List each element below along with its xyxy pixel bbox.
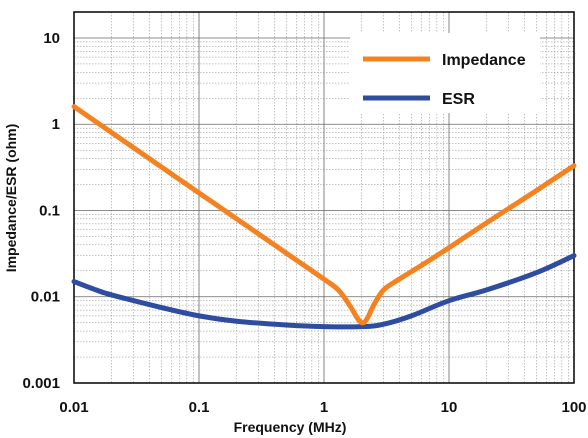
x-tick-label: 0.1	[189, 399, 210, 416]
x-tick-label: 1	[320, 399, 328, 416]
x-tick-label: 0.01	[59, 399, 88, 416]
x-tick-label: 10	[441, 399, 458, 416]
series-line-impedance	[71, 104, 577, 326]
x-axis-title: Frequency (MHz)	[234, 419, 347, 435]
legend: Impedance ESR	[363, 52, 526, 108]
legend-label-esr: ESR	[442, 91, 475, 108]
series-lines	[71, 104, 577, 330]
x-tick-label: 100	[561, 399, 586, 416]
y-tick-label: 10	[43, 30, 60, 47]
y-tick-label: 1	[52, 116, 60, 133]
y-tick-label: 0.01	[31, 289, 60, 306]
x-tick-labels: 0.01 0.1 1 10 100	[59, 399, 586, 416]
y-tick-label: 0.001	[22, 375, 60, 392]
y-tick-labels: 0.001 0.01 0.1 1 10	[22, 30, 60, 392]
legend-label-impedance: Impedance	[442, 52, 526, 69]
plot-frame	[73, 11, 575, 384]
y-tick-label: 0.1	[39, 202, 60, 219]
series-line-esr	[71, 253, 577, 330]
y-axis-title: Impedance/ESR (ohm)	[3, 124, 19, 273]
